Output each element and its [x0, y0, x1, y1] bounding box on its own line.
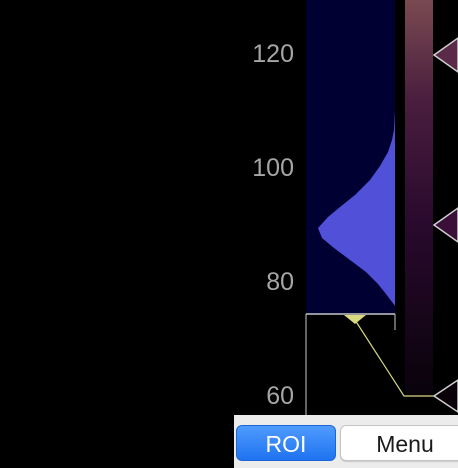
y-tick-label: 120 [252, 40, 294, 68]
colormap-handle-middle[interactable] [432, 207, 458, 243]
histogram-distribution[interactable] [318, 110, 395, 314]
colormap-handle-bottom[interactable] [432, 379, 458, 413]
colormap-bar [405, 0, 433, 398]
transfer-function-line[interactable] [354, 319, 434, 397]
y-tick-label: 60 [266, 382, 294, 410]
y-tick-label: 80 [266, 268, 294, 296]
y-tick-label: 100 [252, 154, 294, 182]
button-bar: ROI Menu [234, 415, 458, 468]
colormap-handle-top[interactable] [432, 37, 458, 73]
menu-button[interactable]: Menu [340, 425, 458, 461]
roi-button[interactable]: ROI [236, 425, 336, 461]
level-marker-icon[interactable] [344, 315, 366, 324]
